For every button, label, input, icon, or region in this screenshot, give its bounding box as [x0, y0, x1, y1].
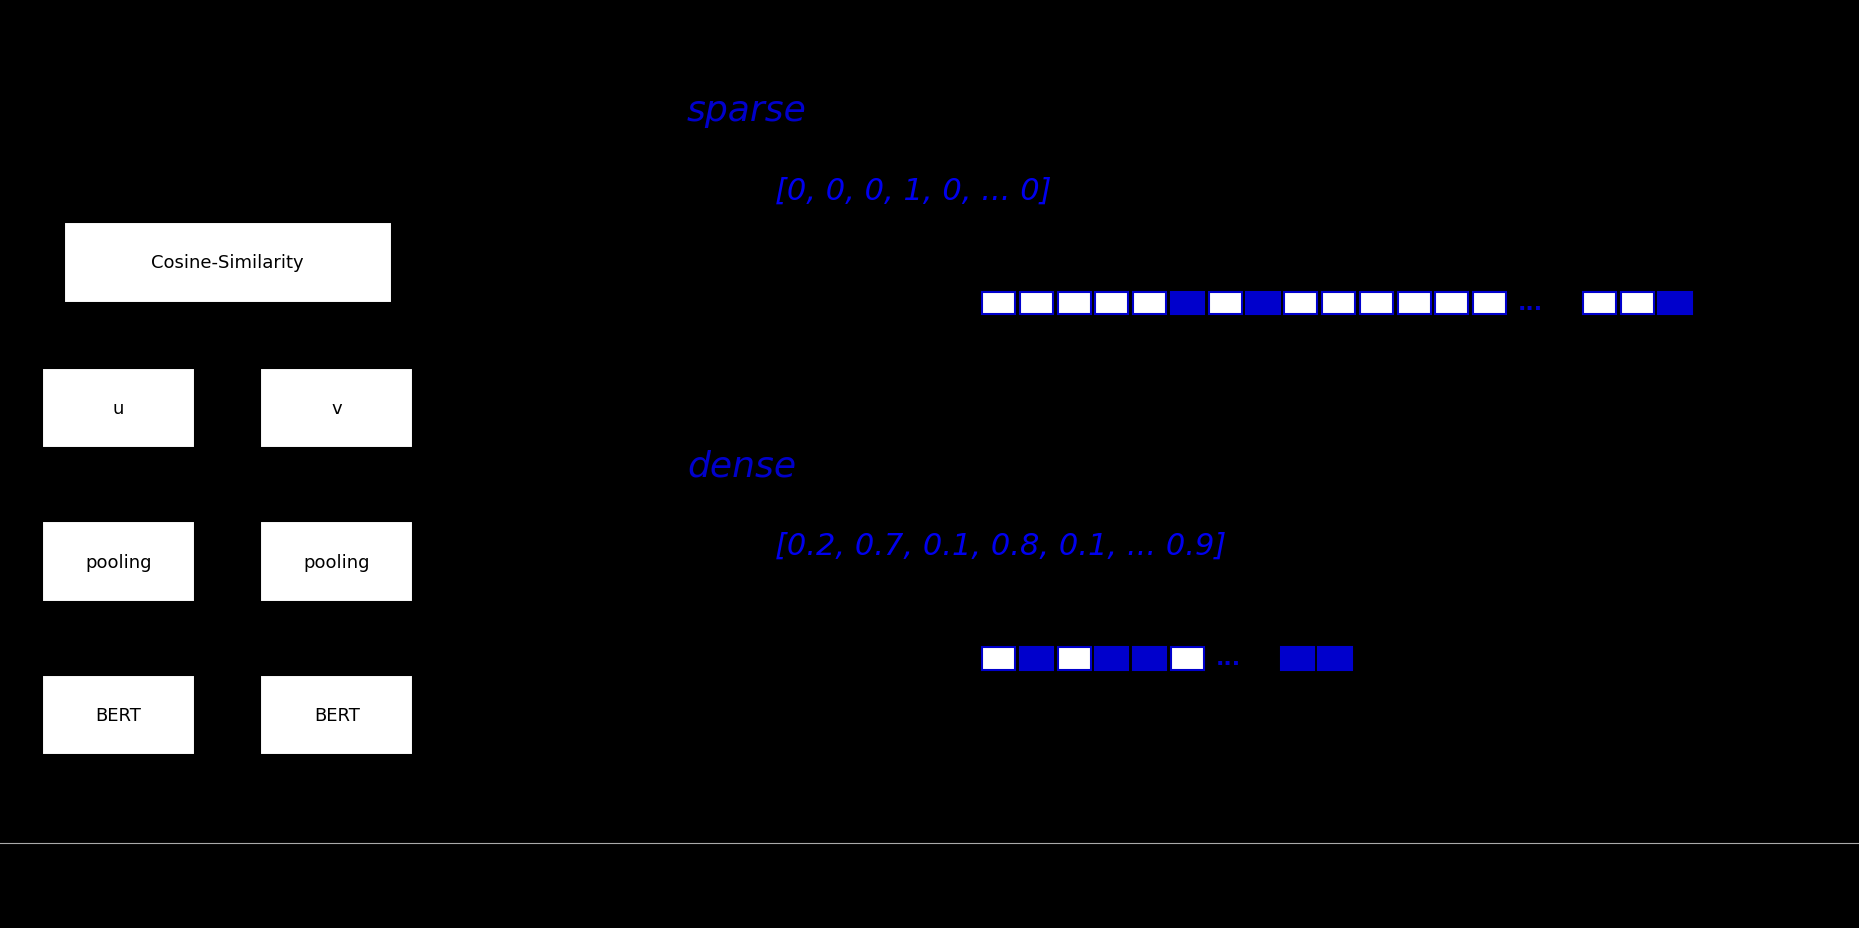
Text: u: u: [113, 400, 125, 418]
Bar: [1171, 292, 1205, 315]
Bar: [982, 292, 1015, 315]
Bar: [260, 675, 413, 755]
Text: pooling: pooling: [86, 553, 152, 571]
Bar: [1285, 292, 1318, 315]
Bar: [1171, 648, 1205, 670]
Bar: [1058, 292, 1091, 315]
Bar: [1208, 292, 1242, 315]
Text: [0.2, 0.7, 0.1, 0.8, 0.1, ... 0.9]: [0.2, 0.7, 0.1, 0.8, 0.1, ... 0.9]: [775, 531, 1227, 561]
Bar: [1281, 648, 1314, 670]
Bar: [1359, 292, 1392, 315]
Bar: [63, 223, 392, 303]
Bar: [1134, 292, 1166, 315]
Text: Bi-Encoder: Bi-Encoder: [143, 63, 312, 92]
Bar: [1472, 292, 1506, 315]
Bar: [1134, 648, 1166, 670]
Bar: [1021, 648, 1052, 670]
Bar: [1021, 292, 1052, 315]
Bar: [1318, 648, 1351, 670]
Text: pooling: pooling: [303, 553, 370, 571]
Text: 784: 784: [1147, 701, 1186, 721]
Text: Cosine-Similarity: Cosine-Similarity: [151, 254, 305, 272]
Text: ...: ...: [1519, 293, 1543, 314]
Bar: [1095, 292, 1128, 315]
Bar: [43, 368, 195, 449]
Bar: [982, 648, 1015, 670]
Bar: [1058, 648, 1091, 670]
Bar: [1435, 292, 1469, 315]
Text: Figure 6: Bi-encoder approach and dense vs. sparse embeddings.: Figure 6: Bi-encoder approach and dense …: [15, 877, 654, 896]
Bar: [1095, 648, 1128, 670]
Bar: [1247, 292, 1279, 315]
Bar: [260, 522, 413, 602]
Bar: [1658, 292, 1692, 315]
Bar: [1322, 292, 1355, 315]
Bar: [1621, 292, 1655, 315]
Text: dense: dense: [688, 449, 796, 483]
Text: sparse: sparse: [688, 94, 807, 127]
Bar: [260, 368, 413, 449]
Text: [0, 0, 0, 1, 0, ... 0]: [0, 0, 0, 1, 0, ... 0]: [775, 176, 1052, 205]
Text: BERT: BERT: [95, 706, 141, 724]
Text: v: v: [331, 400, 342, 418]
Bar: [43, 522, 195, 602]
Text: 30K+: 30K+: [1309, 345, 1366, 366]
Text: ...: ...: [1216, 649, 1242, 669]
Bar: [1582, 292, 1615, 315]
Bar: [43, 675, 195, 755]
Text: BERT: BERT: [314, 706, 361, 724]
Bar: [1398, 292, 1431, 315]
